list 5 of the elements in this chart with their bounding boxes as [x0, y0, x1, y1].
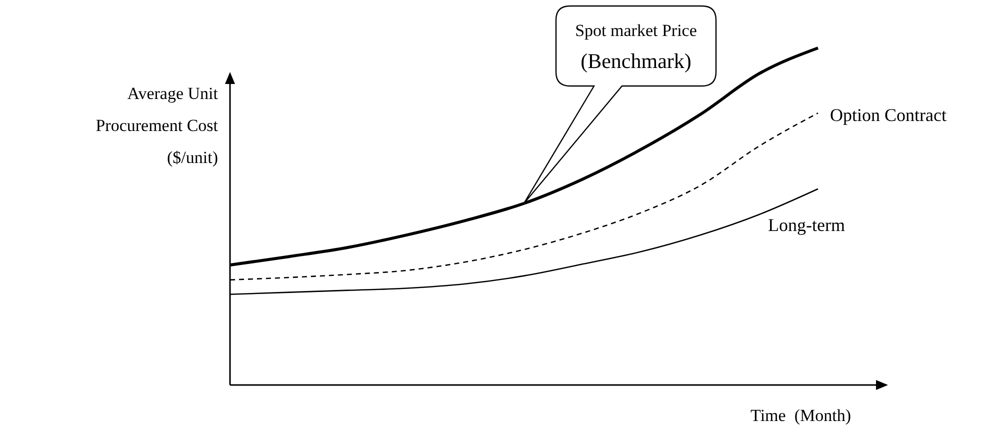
x-axis-title: Time (Month): [750, 406, 851, 425]
y-axis-title: Average Unit Procurement Cost ($/unit): [96, 84, 218, 167]
series-label: Long-term: [768, 214, 845, 235]
series-label: Option Contract: [830, 105, 946, 126]
series-label: Spot market Price (Benchmark): [575, 21, 697, 73]
